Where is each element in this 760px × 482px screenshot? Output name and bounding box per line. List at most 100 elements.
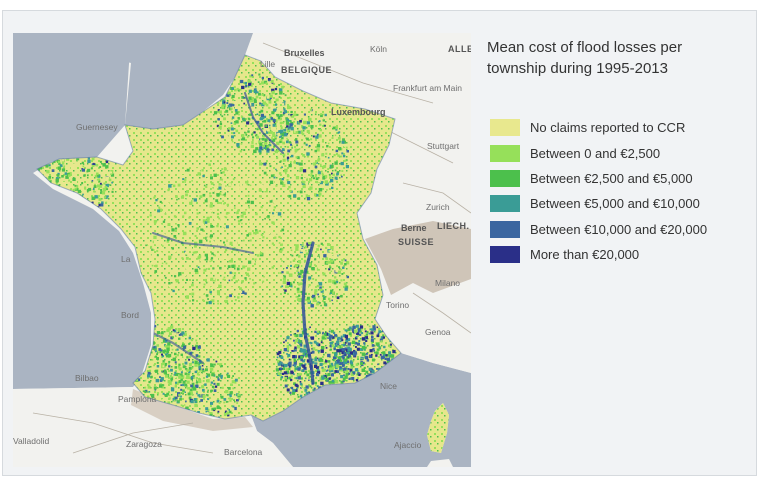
- township-cell: [258, 111, 262, 114]
- township-cell: [295, 159, 299, 163]
- legend-item-5000-10000: Between €5,000 and €10,000: [490, 191, 707, 216]
- township-cell: [209, 209, 213, 213]
- township-cell: [336, 171, 340, 174]
- township-cell: [290, 110, 293, 114]
- township-cell: [349, 351, 353, 355]
- township-cell: [176, 348, 179, 351]
- township-cell: [205, 410, 208, 413]
- township-cell: [160, 241, 163, 244]
- township-cell: [281, 136, 284, 140]
- township-cell: [228, 279, 231, 282]
- township-cell: [263, 115, 267, 119]
- township-cell: [290, 264, 292, 267]
- township-cell: [233, 399, 235, 401]
- township-cell: [360, 362, 364, 366]
- township-cell: [234, 88, 237, 92]
- township-cell: [322, 294, 325, 298]
- township-cell: [180, 392, 183, 394]
- township-cell: [39, 166, 43, 170]
- township-cell: [306, 296, 310, 300]
- township-cell: [110, 171, 112, 174]
- township-cell: [159, 376, 161, 378]
- township-cell: [383, 361, 387, 365]
- township-cell: [295, 295, 298, 298]
- township-cell: [218, 183, 222, 186]
- township-cell: [304, 377, 307, 380]
- township-cell: [196, 372, 201, 376]
- township-cell: [166, 353, 169, 355]
- township-cell: [290, 249, 293, 252]
- township-cell: [340, 155, 343, 158]
- township-cell: [269, 115, 273, 119]
- township-cell: [192, 346, 196, 351]
- township-cell: [170, 336, 174, 340]
- township-cell: [344, 263, 347, 266]
- township-cell: [365, 370, 369, 374]
- township-cell: [145, 390, 147, 393]
- township-cell: [230, 107, 233, 110]
- township-cell: [266, 149, 270, 153]
- township-cell: [382, 334, 385, 337]
- township-cell: [303, 259, 306, 262]
- township-cell: [184, 372, 188, 376]
- township-cell: [247, 255, 250, 257]
- township-cell: [183, 356, 185, 358]
- township-cell: [300, 269, 304, 273]
- township-cell: [344, 358, 348, 362]
- township-cell: [162, 220, 166, 223]
- township-cell: [257, 250, 261, 254]
- township-cell: [214, 186, 217, 189]
- township-cell: [268, 131, 271, 134]
- township-cell: [184, 206, 188, 209]
- township-cell: [293, 180, 296, 183]
- township-cell: [284, 384, 288, 388]
- township-cell: [244, 263, 247, 266]
- township-cell: [198, 365, 202, 369]
- flood-loss-map[interactable]: Bruxelles BELGIQUE Köln ALLE Lille Frank…: [13, 33, 471, 467]
- township-cell: [237, 146, 240, 149]
- township-cell: [97, 184, 101, 188]
- township-cell: [207, 207, 210, 210]
- township-cell: [329, 338, 332, 341]
- township-cell: [335, 269, 339, 273]
- township-cell: [191, 180, 193, 182]
- township-cell: [295, 389, 298, 392]
- township-cell: [213, 243, 216, 246]
- township-cell: [263, 231, 266, 233]
- township-cell: [159, 384, 163, 388]
- township-cell: [302, 264, 306, 268]
- township-cell: [91, 201, 94, 204]
- township-cell: [316, 357, 319, 360]
- township-cell: [210, 381, 213, 384]
- township-cell: [342, 380, 345, 383]
- township-cell: [284, 126, 287, 129]
- township-cell: [235, 280, 238, 283]
- township-cell: [372, 327, 376, 331]
- township-cell: [194, 235, 197, 237]
- township-cell: [230, 203, 233, 206]
- township-cell: [305, 249, 307, 252]
- township-cell: [199, 230, 203, 234]
- township-cell: [286, 125, 289, 128]
- township-cell: [151, 396, 154, 399]
- township-cell: [335, 280, 339, 284]
- township-cell: [180, 353, 183, 356]
- township-cell: [245, 85, 248, 88]
- township-cell: [137, 378, 141, 382]
- township-cell: [313, 177, 315, 180]
- township-cell: [222, 278, 225, 281]
- township-cell: [356, 373, 359, 376]
- township-cell: [236, 186, 240, 191]
- township-cell: [177, 183, 181, 187]
- township-cell: [162, 245, 164, 247]
- township-cell: [316, 343, 318, 346]
- township-cell: [364, 338, 367, 341]
- township-cell: [290, 298, 294, 302]
- township-cell: [287, 353, 291, 357]
- township-cell: [157, 261, 159, 263]
- township-cell: [274, 135, 277, 139]
- township-cell: [184, 181, 186, 183]
- township-cell: [324, 335, 328, 339]
- township-cell: [310, 342, 313, 345]
- township-cell: [155, 355, 158, 358]
